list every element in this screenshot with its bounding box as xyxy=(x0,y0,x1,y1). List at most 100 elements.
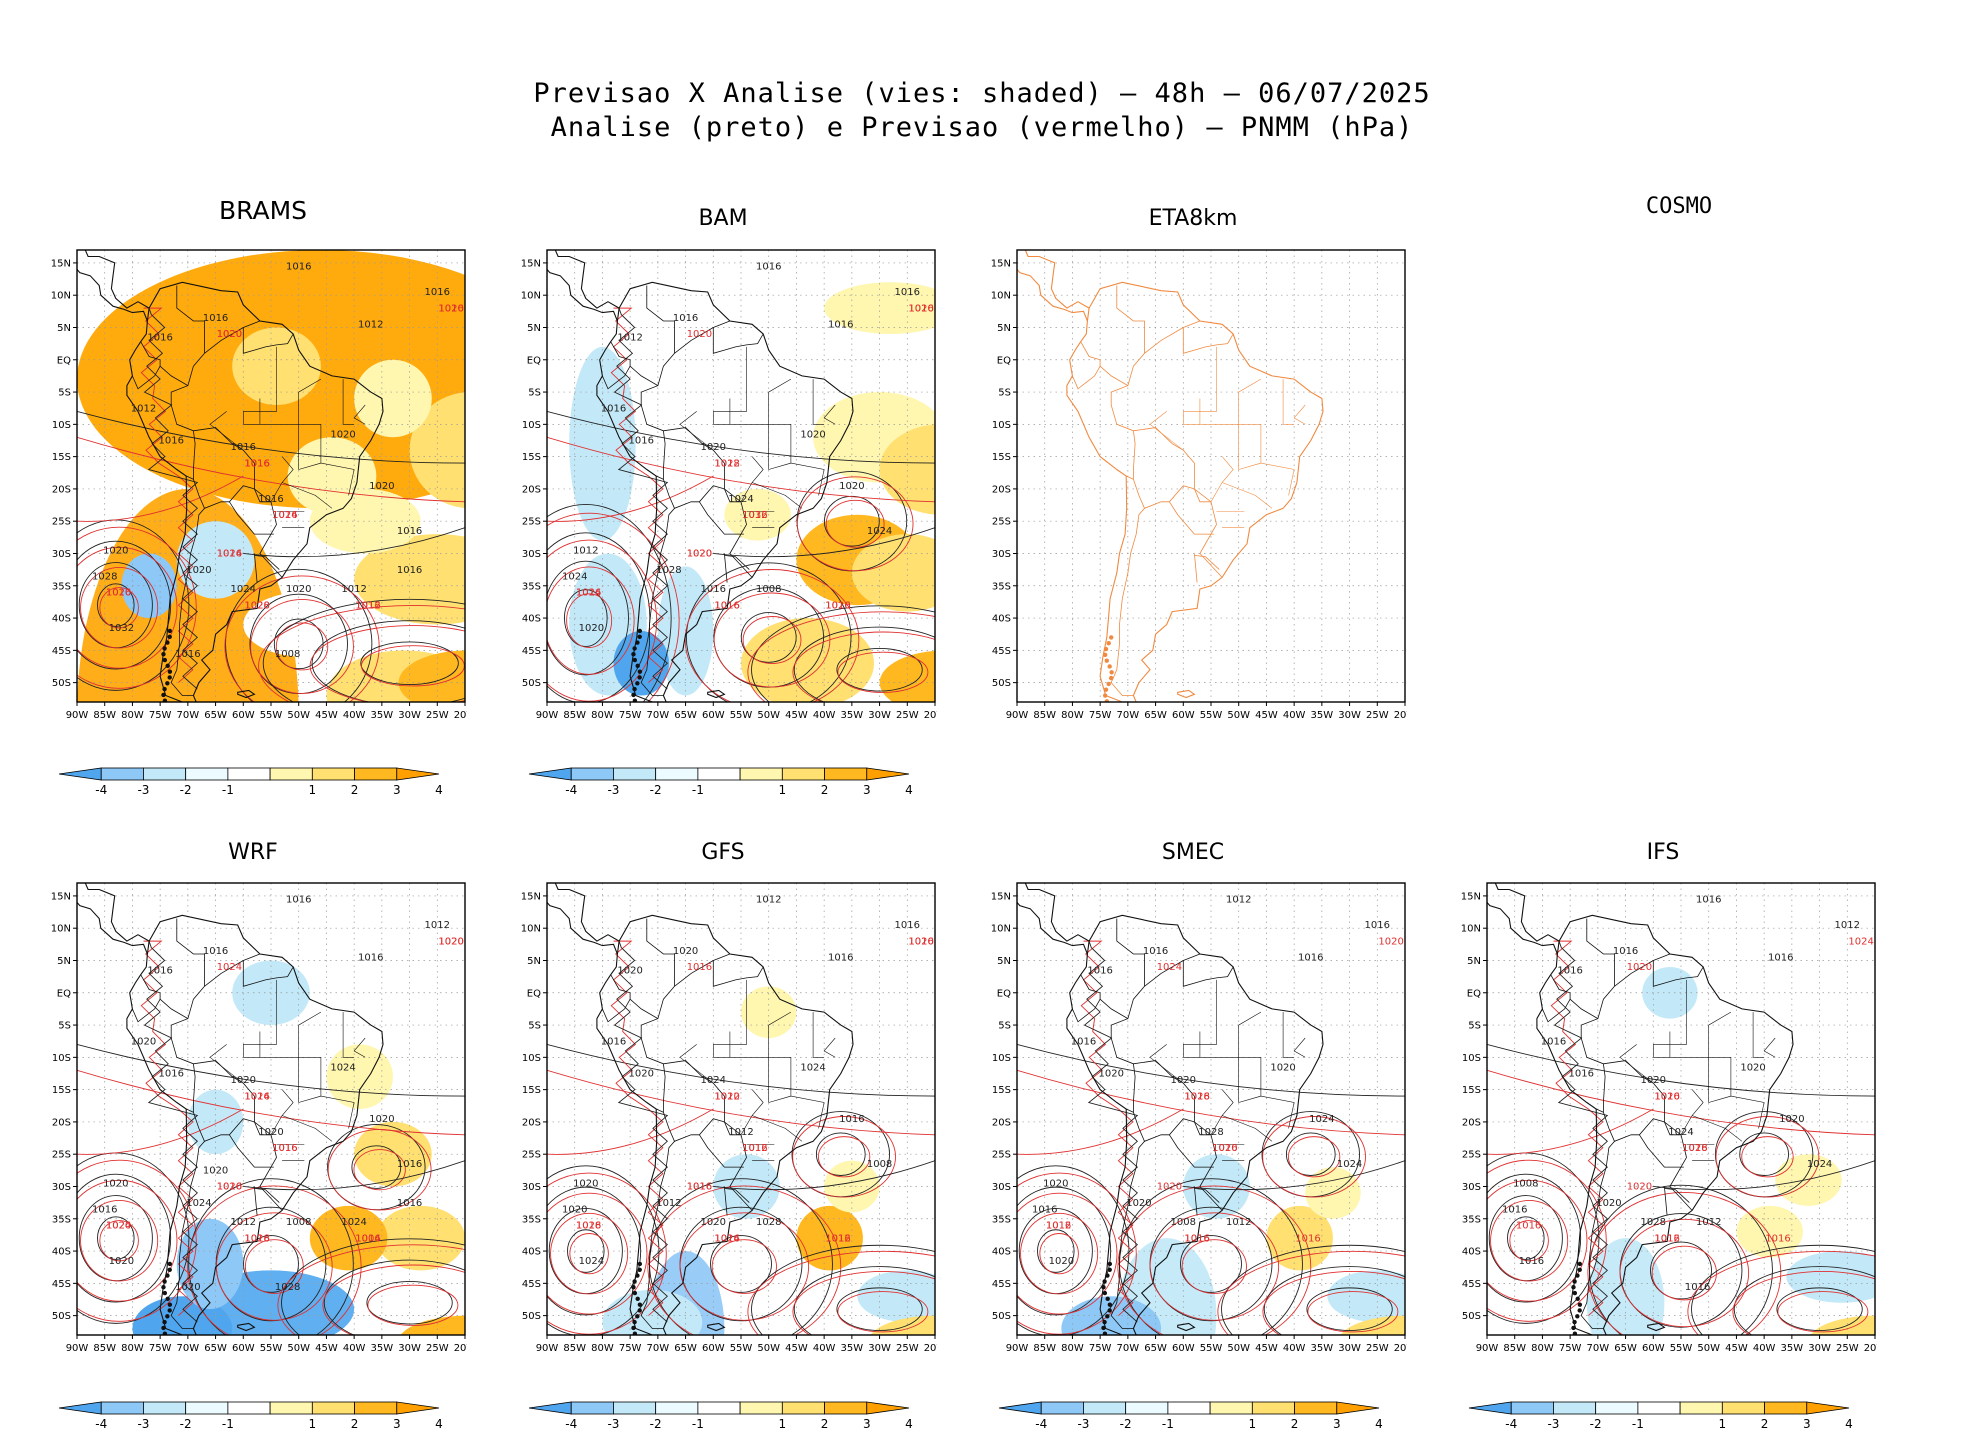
forecast-isobar xyxy=(547,436,935,503)
lon-label: 75W xyxy=(1089,1343,1112,1354)
state-border xyxy=(740,1089,764,1135)
analysis-isobar xyxy=(1083,940,1139,1323)
analysis-isobar xyxy=(713,1160,935,1191)
analysis-isobar xyxy=(143,307,199,690)
lon-label: 20W xyxy=(454,1343,467,1354)
state-border xyxy=(1149,411,1184,451)
colorbar-label: -2 xyxy=(650,783,662,797)
patagonia-coast xyxy=(1105,1296,1110,1302)
coastline-central-america xyxy=(1017,902,1088,955)
colorbar-label: -3 xyxy=(1077,1417,1089,1431)
lon-label: 65W xyxy=(1144,1343,1167,1354)
patagonia-coast xyxy=(161,692,166,698)
analysis-contour-label: 1016 xyxy=(1613,946,1638,957)
colorbar-label: 3 xyxy=(393,783,401,797)
colorbar-label: 4 xyxy=(1375,1417,1383,1431)
forecast-isobar xyxy=(1587,1192,1782,1335)
lon-label: 75W xyxy=(619,1343,642,1354)
forecast-isobar xyxy=(187,1185,362,1335)
lon-label: 85W xyxy=(563,1343,586,1354)
colorbar-cell xyxy=(143,767,187,781)
state-border xyxy=(320,1095,355,1129)
country-border xyxy=(1144,953,1201,987)
forecast-contour-label: 1020 xyxy=(438,303,463,314)
bias-shade xyxy=(176,1218,244,1310)
forecast-contour-label: 1012 xyxy=(714,1091,739,1102)
lat-label: 15S xyxy=(992,1085,1011,1096)
bias-shade xyxy=(713,1154,780,1219)
colorbar-smec: -4 -3 -2 -1 1 2 3 4 xyxy=(998,1401,1383,1431)
patagonia-coast xyxy=(632,686,637,692)
bias-shade xyxy=(309,1205,388,1271)
analysis-contour-label: 1016 xyxy=(1502,1204,1527,1215)
lon-label: 50W xyxy=(287,1343,310,1354)
colorbar-cell xyxy=(1806,1401,1850,1415)
country-border xyxy=(640,1141,675,1329)
forecast-isobar xyxy=(566,593,613,648)
forecast-contour-label: 1024 xyxy=(576,587,601,598)
state-border xyxy=(320,462,355,496)
forecast-contour-label: 1016 xyxy=(244,458,269,469)
country-border xyxy=(724,553,728,583)
lat-label: 15N xyxy=(521,891,541,902)
patagonia-coast xyxy=(1577,1267,1582,1272)
lat-label: 10N xyxy=(51,924,71,935)
country-border xyxy=(254,555,280,570)
forecast-isobar xyxy=(1509,1220,1549,1262)
colorbar-cell xyxy=(58,1401,102,1415)
lon-label: 35W xyxy=(841,710,864,721)
coastline-central-america xyxy=(547,902,618,955)
forecast-isobar xyxy=(140,307,194,683)
patagonia-coast xyxy=(635,681,640,686)
forecast-contour-label: 1020 xyxy=(438,936,463,947)
forecast-contour-label: 1016 xyxy=(272,1143,297,1154)
analysis-contour-label: 1016 xyxy=(397,565,422,576)
analysis-contour-label: 1012 xyxy=(573,545,598,556)
forecast-contour-label: 1016 xyxy=(1654,1233,1679,1244)
lon-label: 65W xyxy=(1614,1343,1637,1354)
forecast-contour-label: 1016 xyxy=(687,962,712,973)
patagonia-coast xyxy=(1103,687,1109,692)
patagonia-coast xyxy=(167,669,173,674)
state-border xyxy=(1210,1089,1234,1135)
patagonia-coast xyxy=(1106,641,1111,646)
lat-label: 20S xyxy=(52,484,71,495)
country-border xyxy=(724,488,741,503)
state-border xyxy=(342,1012,355,1058)
colorbar-gfs: -4 -3 -2 -1 1 2 3 4 xyxy=(528,1401,913,1431)
lat-label: 25S xyxy=(52,1150,71,1161)
lat-label: 45S xyxy=(992,1279,1011,1290)
lon-label: 65W xyxy=(204,1343,227,1354)
analysis-contour-label: 1020 xyxy=(573,1178,598,1189)
lat-label: EQ xyxy=(57,988,71,999)
patagonia-coast xyxy=(1575,1273,1580,1278)
analysis-contour-label: 1024 xyxy=(1309,1114,1334,1125)
lon-label: 30W xyxy=(868,1343,891,1354)
forecast-contour-label: 1016 xyxy=(1295,1233,1320,1244)
colorbar-cell xyxy=(354,767,398,781)
patagonia-coast xyxy=(167,1267,172,1272)
analysis-isobar xyxy=(1306,1287,1393,1331)
forecast-isobar xyxy=(747,611,935,702)
country-border xyxy=(1550,974,1599,1019)
patagonia-coast xyxy=(167,628,173,634)
country-border xyxy=(663,479,725,509)
lat-label: 5N xyxy=(527,323,541,334)
map-layer: 1016101210161016101610161016102010201020… xyxy=(1487,883,1875,1335)
lon-label: 85W xyxy=(93,1343,116,1354)
country-border xyxy=(1133,479,1195,509)
patagonia-coast xyxy=(1106,681,1111,687)
country-border xyxy=(1542,999,1571,1023)
forecast-contour-label: 1016 xyxy=(714,600,739,611)
country-border xyxy=(1580,986,1693,1211)
forecast-contour-label: 1012 xyxy=(1654,1233,1679,1244)
analysis-isobar xyxy=(1017,1043,1405,1097)
state-border xyxy=(812,1012,825,1058)
analysis-isobar xyxy=(77,1043,465,1097)
forecast-contour-label: 1020 xyxy=(714,1091,739,1102)
analysis-contour-label: 1020 xyxy=(800,429,825,440)
lat-label: 5N xyxy=(57,956,71,967)
forecast-contour-label: 1016 xyxy=(244,458,269,469)
bias-shade xyxy=(879,424,935,515)
coastline-central-america xyxy=(77,250,150,309)
